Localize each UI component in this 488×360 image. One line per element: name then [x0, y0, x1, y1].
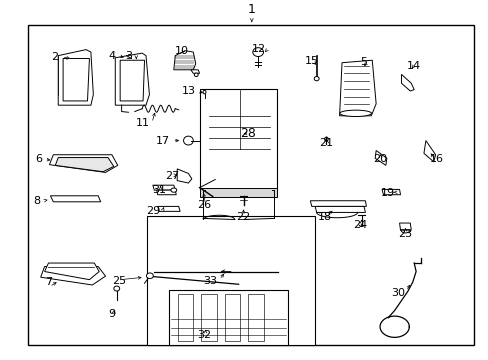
Text: 1: 1: [247, 3, 255, 16]
Text: 8: 8: [34, 196, 41, 206]
Text: 17: 17: [156, 136, 170, 145]
Polygon shape: [190, 70, 199, 73]
Ellipse shape: [146, 273, 153, 279]
Bar: [201, 294, 216, 341]
Ellipse shape: [339, 110, 371, 117]
Polygon shape: [401, 75, 413, 91]
Text: 6: 6: [35, 154, 42, 164]
Polygon shape: [399, 223, 410, 230]
Bar: [177, 294, 193, 341]
Text: 5: 5: [360, 57, 366, 67]
Text: 20: 20: [372, 154, 386, 164]
Text: 16: 16: [429, 154, 443, 164]
Polygon shape: [315, 206, 365, 212]
Polygon shape: [58, 50, 93, 105]
Text: 4: 4: [108, 51, 115, 60]
Ellipse shape: [183, 136, 193, 145]
Polygon shape: [153, 185, 175, 190]
Text: 28: 28: [240, 127, 256, 140]
Text: 30: 30: [390, 288, 405, 298]
Text: 12: 12: [252, 44, 266, 54]
Text: 29: 29: [146, 206, 160, 216]
Ellipse shape: [314, 77, 319, 81]
Text: 21: 21: [319, 138, 333, 148]
Polygon shape: [115, 53, 149, 105]
Ellipse shape: [252, 48, 263, 57]
Text: 3: 3: [125, 51, 132, 60]
Text: 11: 11: [135, 118, 149, 128]
Polygon shape: [310, 201, 366, 206]
Text: 9: 9: [108, 309, 115, 319]
Text: 31: 31: [152, 185, 166, 195]
Text: 26: 26: [197, 201, 211, 210]
Polygon shape: [41, 266, 105, 285]
Text: 13: 13: [182, 86, 195, 96]
Polygon shape: [44, 263, 99, 280]
Bar: [168, 290, 288, 345]
Polygon shape: [374, 150, 386, 165]
Ellipse shape: [170, 188, 176, 192]
Text: 33: 33: [203, 276, 217, 286]
Polygon shape: [120, 60, 144, 101]
Text: 19: 19: [380, 188, 394, 198]
Polygon shape: [339, 60, 375, 116]
Text: 25: 25: [111, 276, 125, 286]
Bar: [147, 216, 315, 345]
Polygon shape: [381, 189, 400, 195]
Polygon shape: [157, 190, 176, 195]
Polygon shape: [423, 140, 435, 162]
Bar: [199, 188, 276, 197]
Polygon shape: [49, 155, 118, 172]
Polygon shape: [55, 158, 114, 172]
Polygon shape: [63, 58, 89, 101]
Text: 27: 27: [165, 171, 179, 181]
Bar: [224, 294, 240, 341]
Text: 18: 18: [317, 212, 331, 222]
Polygon shape: [173, 51, 195, 70]
Bar: [247, 294, 263, 341]
Text: 2: 2: [51, 52, 58, 62]
Text: 24: 24: [353, 220, 367, 230]
Bar: [199, 89, 276, 190]
Ellipse shape: [203, 90, 205, 94]
Text: 22: 22: [236, 212, 250, 222]
Polygon shape: [50, 196, 101, 202]
Text: 32: 32: [197, 330, 211, 340]
Polygon shape: [177, 169, 191, 183]
Text: 7: 7: [45, 277, 52, 287]
Ellipse shape: [324, 137, 327, 141]
Text: 15: 15: [304, 56, 318, 66]
Ellipse shape: [114, 286, 120, 291]
Text: 10: 10: [175, 46, 189, 56]
Polygon shape: [158, 206, 180, 211]
Text: 23: 23: [398, 229, 412, 239]
Ellipse shape: [194, 73, 198, 77]
Text: 14: 14: [407, 60, 420, 71]
